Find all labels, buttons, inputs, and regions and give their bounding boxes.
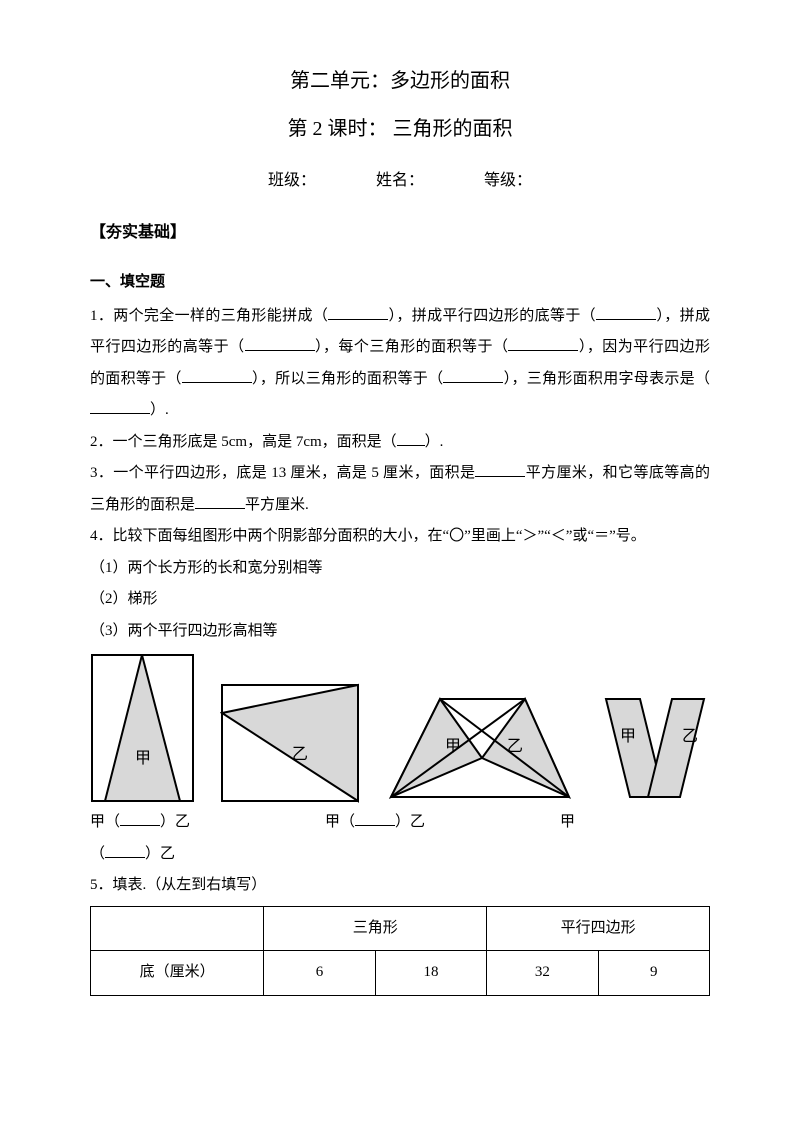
q2-text-b: ）. <box>425 434 444 450</box>
page-title-2: 第 2 课时： 三角形的面积 <box>90 108 710 150</box>
q3-text-a: 3．一个平行四边形，底是 13 厘米，高是 5 厘米，面积是 <box>90 465 475 481</box>
blank[interactable] <box>90 398 150 414</box>
blank[interactable] <box>105 842 145 858</box>
question-4: 4．比较下面每组图形中两个阴影部分面积的大小，在“〇”里画上“＞”“＜”或“＝”… <box>90 521 710 553</box>
data-table: 三角形 平行四边形 底（厘米） 6 18 32 9 <box>90 906 710 996</box>
blank[interactable] <box>245 335 315 351</box>
blank[interactable] <box>355 810 395 826</box>
q2-text-a: 2．一个三角形底是 5cm，高是 7cm，面积是（ <box>90 434 397 450</box>
th-para: 平行四边形 <box>487 906 710 951</box>
figures-row: 甲 乙 甲 乙 甲 乙 <box>90 653 710 803</box>
cap2-jia: 甲（ <box>325 814 355 830</box>
label-name: 姓名： <box>376 164 424 198</box>
td-base-label: 底（厘米） <box>91 951 264 996</box>
question-5: 5．填表.（从左到右填写） <box>90 870 710 902</box>
q1-text-g: ），三角形面积用字母表示是（ <box>503 371 710 387</box>
cap2-yi: ）乙 <box>395 814 425 830</box>
figure-2: 乙 <box>220 683 360 803</box>
q3-text-c: 平方厘米. <box>245 497 309 513</box>
fig3-label-yi: 乙 <box>507 738 523 755</box>
td-cell: 9 <box>598 951 709 996</box>
th-triangle: 三角形 <box>264 906 487 951</box>
info-row: 班级： 姓名： 等级： <box>90 164 710 198</box>
question-3: 3．一个平行四边形，底是 13 厘米，高是 5 厘米，面积是平方厘米，和它等底等… <box>90 458 710 521</box>
table-row: 三角形 平行四边形 <box>91 906 710 951</box>
td-cell: 6 <box>264 951 375 996</box>
blank[interactable] <box>120 810 160 826</box>
blank[interactable] <box>475 461 525 477</box>
cap3-yi: ）乙 <box>145 846 175 862</box>
blank[interactable] <box>443 367 503 383</box>
page-title-1: 第二单元：多边形的面积 <box>90 60 710 102</box>
question-1: 1．两个完全一样的三角形能拼成（），拼成平行四边形的底等于（），拼成平行四边形的… <box>90 301 710 427</box>
figure-4: 甲 乙 <box>600 693 710 803</box>
blank[interactable] <box>596 304 656 320</box>
q1-text-h: ）. <box>150 402 169 418</box>
q4-sub1: （1）两个长方形的长和宽分别相等 <box>90 553 710 585</box>
q1-text-a: 1．两个完全一样的三角形能拼成（ <box>90 308 328 324</box>
blank[interactable] <box>508 335 578 351</box>
fig2-label-yi: 乙 <box>292 746 308 763</box>
cap1-jia: 甲（ <box>90 814 120 830</box>
td-cell: 32 <box>487 951 598 996</box>
blank[interactable] <box>195 493 245 509</box>
section-heading: 【夯实基础】 <box>90 216 710 250</box>
blank[interactable] <box>328 304 388 320</box>
label-grade: 等级： <box>484 164 532 198</box>
fig1-label-jia: 甲 <box>135 750 151 767</box>
fig3-label-jia: 甲 <box>445 738 461 755</box>
figure-3: 甲 乙 <box>385 693 575 803</box>
fig4-label-yi: 乙 <box>682 728 698 745</box>
fig4-label-jia: 甲 <box>620 728 636 745</box>
q1-text-d: ），每个三角形的面积等于（ <box>315 339 509 355</box>
blank[interactable] <box>397 430 425 446</box>
cap3-jia: 甲 <box>560 814 575 830</box>
subheading-1: 一、填空题 <box>90 267 710 299</box>
q1-text-f: ），所以三角形的面积等于（ <box>252 371 444 387</box>
label-class: 班级： <box>268 164 316 198</box>
figure-1: 甲 <box>90 653 195 803</box>
q4-sub2: （2）梯形 <box>90 584 710 616</box>
blank[interactable] <box>182 367 252 383</box>
td-cell: 18 <box>375 951 486 996</box>
caption-row: 甲（ ）乙 甲（ ）乙 甲 <box>90 807 710 839</box>
question-2: 2．一个三角形底是 5cm，高是 7cm，面积是（ ）. <box>90 427 710 459</box>
q4-sub3: （3）两个平行四边形高相等 <box>90 616 710 648</box>
table-row: 底（厘米） 6 18 32 9 <box>91 951 710 996</box>
caption-row-2: （）乙 <box>90 839 710 871</box>
q1-text-b: ），拼成平行四边形的底等于（ <box>388 308 596 324</box>
cap1-yi: ）乙 <box>160 814 190 830</box>
